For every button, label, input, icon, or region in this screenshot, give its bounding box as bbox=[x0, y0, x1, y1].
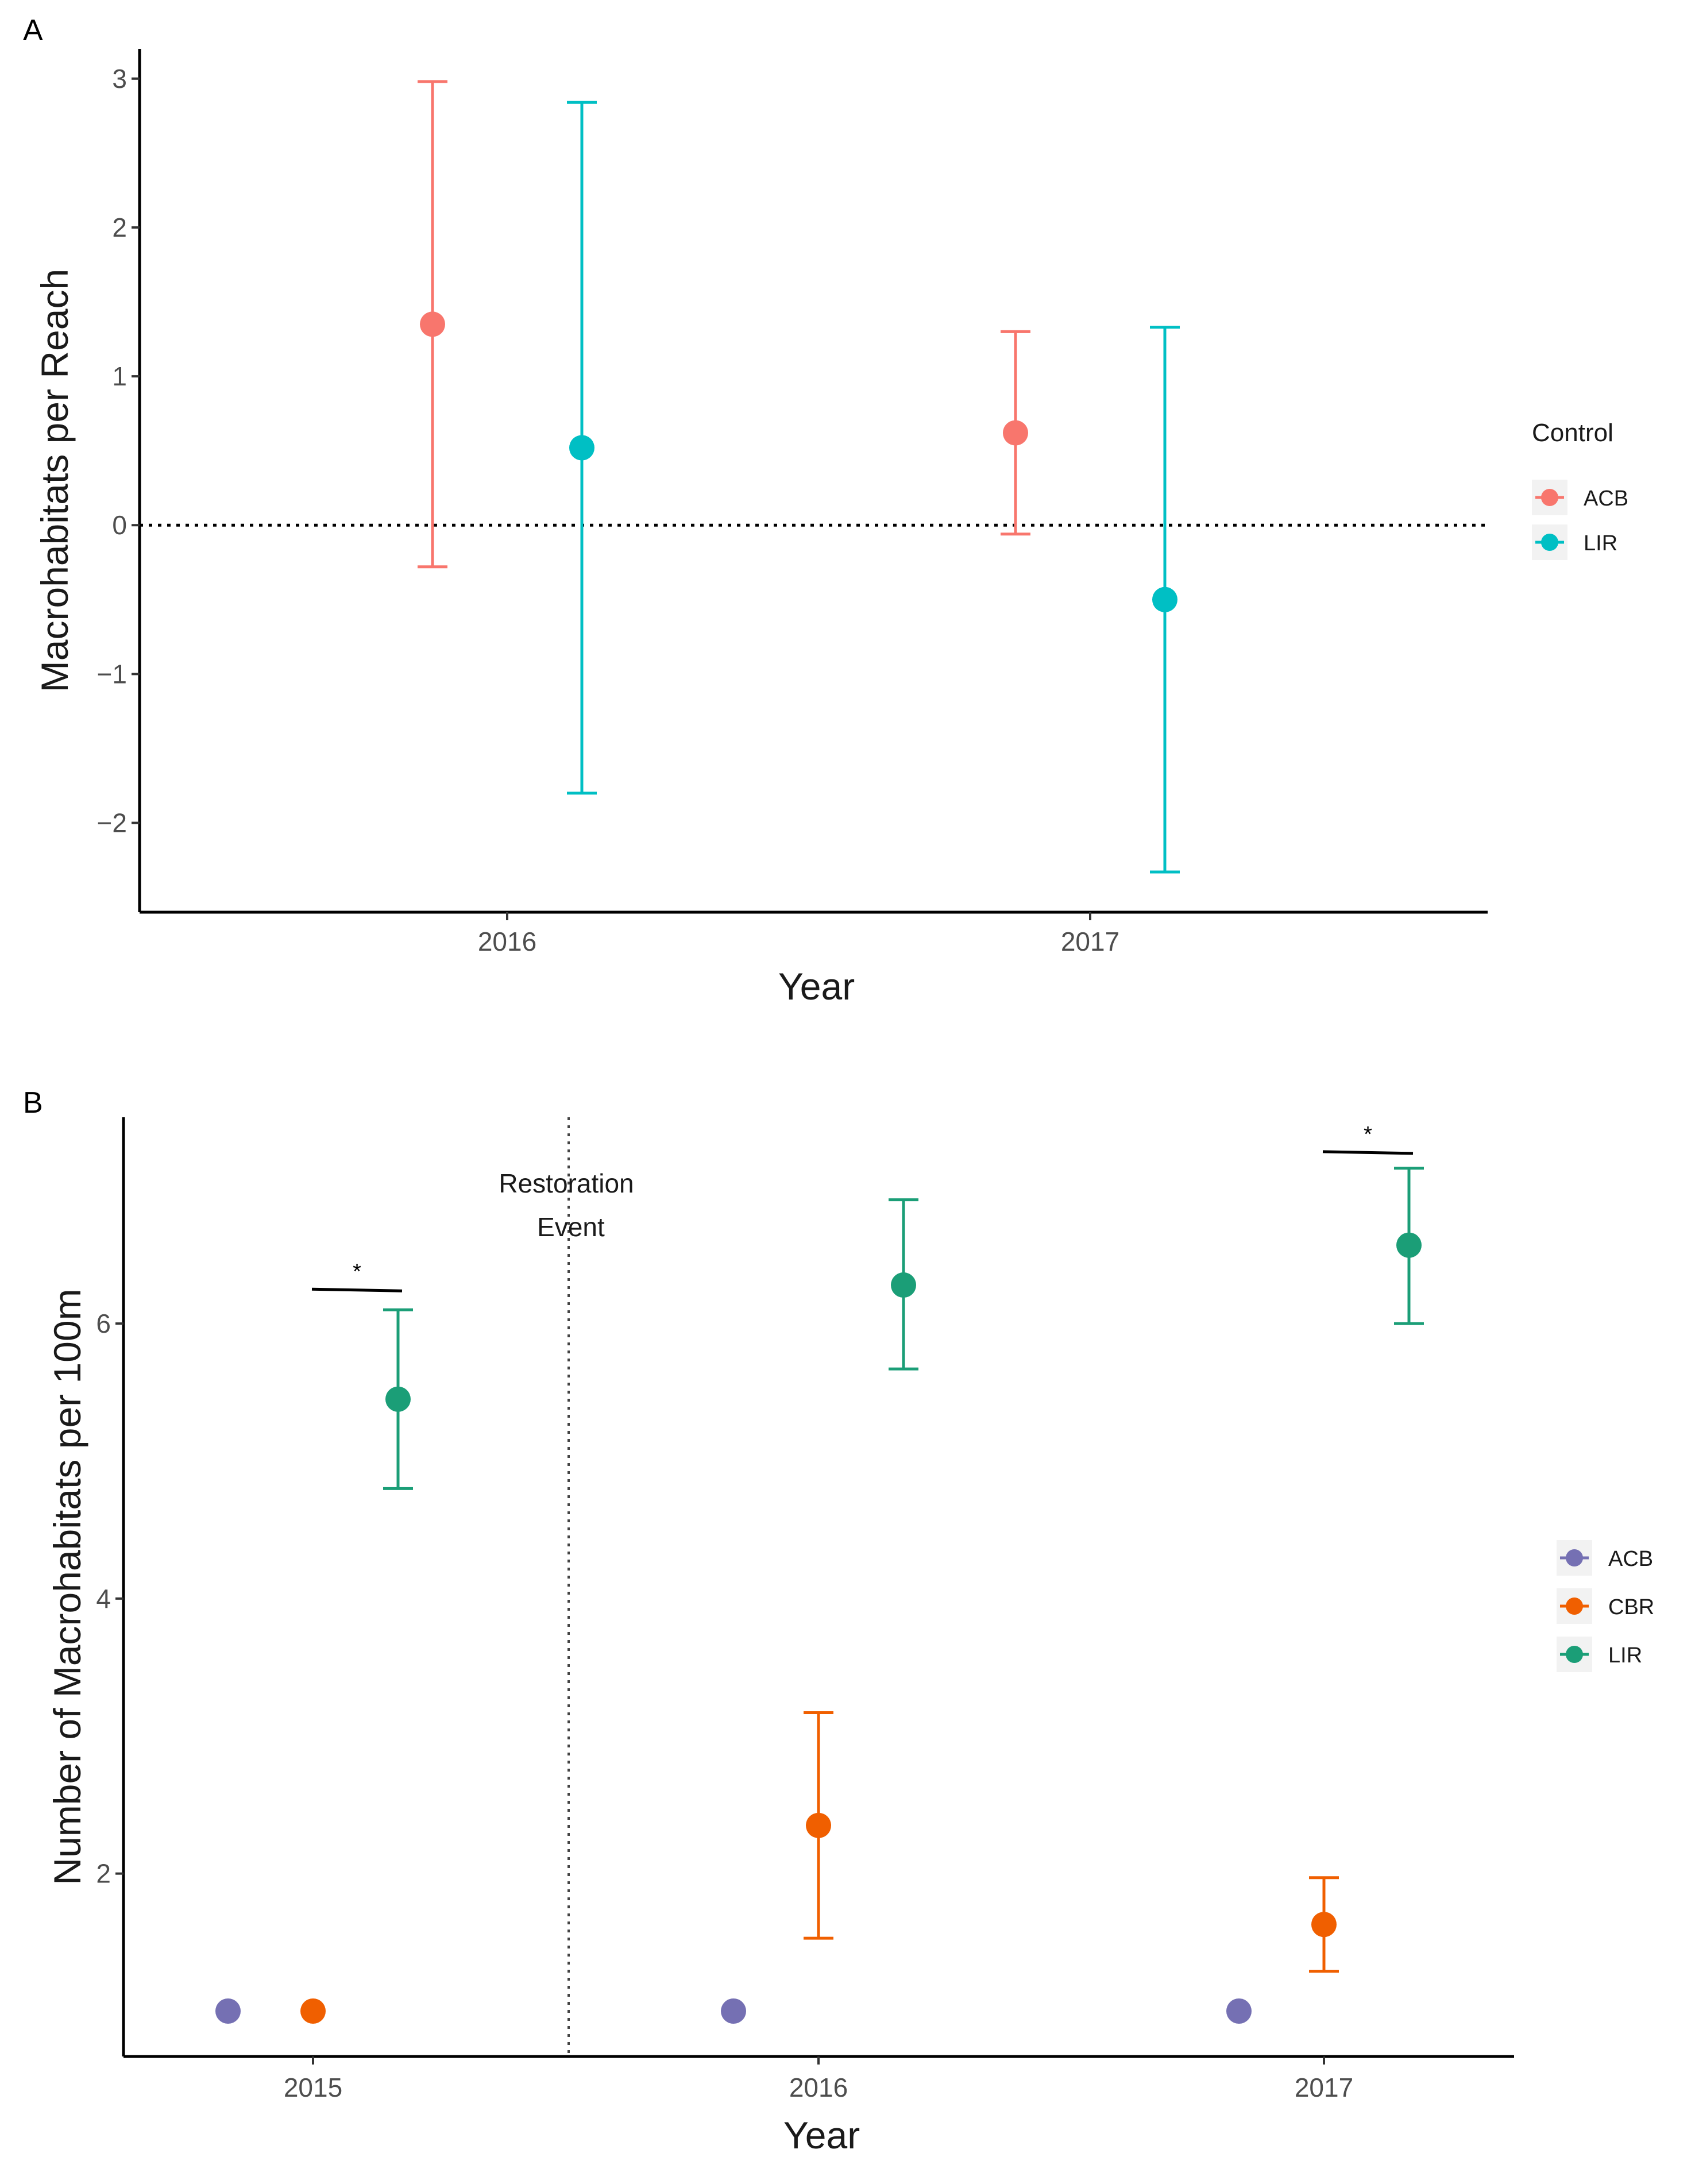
y-tick-label: 2 bbox=[96, 1859, 111, 1889]
data-point-lir bbox=[891, 1272, 916, 1298]
data-point-cbr bbox=[806, 1812, 831, 1838]
x-tick-label: 2017 bbox=[1061, 927, 1119, 956]
data-point-cbr bbox=[1311, 1912, 1337, 1938]
x-tick-label: 2015 bbox=[284, 2073, 342, 2102]
y-tick-label: 0 bbox=[112, 510, 127, 540]
y-tick-label: 1 bbox=[112, 361, 127, 391]
restoration-event-label: Restoration bbox=[499, 1168, 634, 1198]
data-point-lir bbox=[569, 435, 594, 461]
legend-key-point bbox=[1566, 1549, 1583, 1566]
significance-star: * bbox=[1364, 1122, 1372, 1147]
x-axis-title: Year bbox=[778, 965, 855, 1008]
data-point-lir bbox=[385, 1386, 411, 1412]
y-tick-label: −2 bbox=[97, 808, 127, 838]
y-tick-label: 4 bbox=[96, 1584, 111, 1614]
significance-star: * bbox=[353, 1260, 361, 1284]
panel-label: B bbox=[23, 1086, 43, 1120]
legend-key-point bbox=[1541, 534, 1558, 551]
x-tick-label: 2016 bbox=[789, 2073, 848, 2102]
legend-key-point bbox=[1566, 1646, 1583, 1663]
panel-label: A bbox=[23, 14, 43, 47]
legend-title: Control bbox=[1532, 419, 1613, 447]
significance-bar bbox=[1322, 1150, 1414, 1155]
data-point-lir bbox=[1152, 586, 1177, 612]
data-point-lir bbox=[1396, 1232, 1422, 1258]
panel-b: B 2 4 6 2015 2016 2017 Year Number of Macrohabit… bbox=[23, 1086, 1654, 2156]
data-point-acb bbox=[721, 1998, 746, 2024]
data-point-acb bbox=[1226, 1998, 1252, 2024]
legend-label-acb: ACB bbox=[1584, 487, 1628, 511]
x-axis-title: Year bbox=[783, 2114, 860, 2156]
y-axis-title: Macrohabitats per Reach bbox=[33, 269, 76, 692]
y-tick-label: 3 bbox=[112, 64, 127, 94]
data-point-acb bbox=[215, 1998, 241, 2024]
y-tick-label: 6 bbox=[96, 1309, 111, 1338]
legend-label-lir: LIR bbox=[1584, 531, 1617, 555]
panel-a: A −2 −1 0 1 2 3 2016 2017 Year Macrohabitats per R… bbox=[23, 14, 1628, 1008]
significance-bar bbox=[311, 1287, 403, 1292]
legend-label-lir: LIR bbox=[1608, 1643, 1642, 1668]
x-tick-label: 2016 bbox=[478, 927, 536, 956]
x-tick-label: 2017 bbox=[1295, 2073, 1353, 2102]
data-point-cbr bbox=[300, 1998, 326, 2024]
y-tick-label: 2 bbox=[112, 213, 127, 242]
restoration-event-label: Event bbox=[537, 1212, 605, 1242]
legend-key-point bbox=[1541, 489, 1558, 506]
data-point-acb bbox=[420, 311, 445, 337]
y-axis-title: Number of Macrohabitats per 100m bbox=[46, 1288, 88, 1885]
legend-label-cbr: CBR bbox=[1608, 1595, 1654, 1619]
legend-label-acb: ACB bbox=[1608, 1547, 1653, 1571]
data-point-acb bbox=[1003, 420, 1028, 446]
y-tick-label: −1 bbox=[97, 659, 127, 689]
legend-key-point bbox=[1566, 1598, 1583, 1615]
